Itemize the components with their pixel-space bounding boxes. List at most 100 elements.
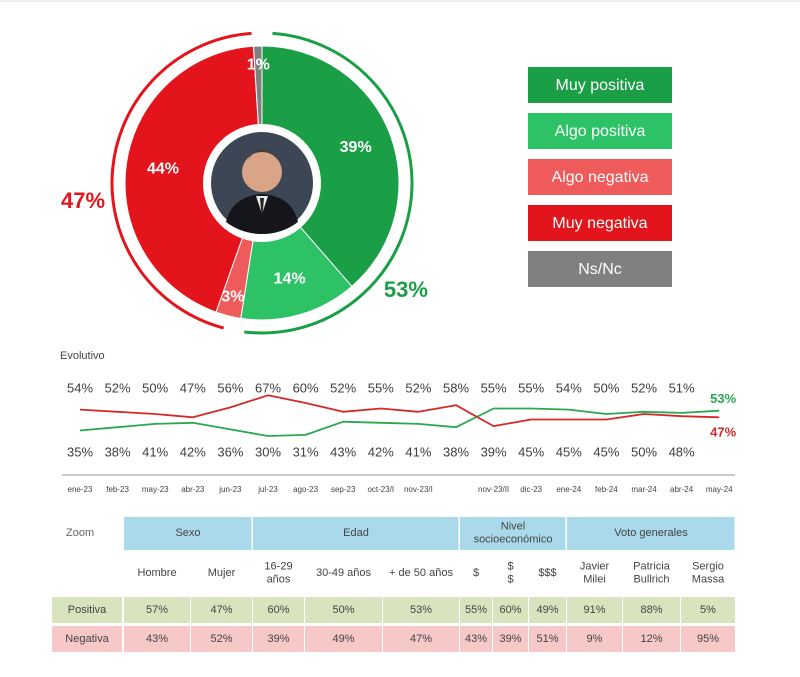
cell-value: 39% (499, 633, 521, 645)
data-label: 53% (710, 391, 736, 406)
group-header: socioeconómico (474, 533, 553, 545)
column-header: años (267, 573, 291, 585)
legend-swatch (528, 67, 672, 103)
legend-label: Algo positiva (555, 123, 646, 140)
x-tick-label: oct-23/I (367, 485, 394, 494)
cell-value: 43% (146, 633, 168, 645)
data-label: 30% (255, 444, 281, 459)
x-tick-label: may-23 (142, 485, 169, 494)
cell-value: 50% (332, 604, 354, 616)
total-arc (244, 31, 414, 335)
table-cell (681, 597, 735, 623)
x-tick-label: ago-23 (293, 485, 318, 494)
column-header: $ (507, 560, 513, 572)
segment-label: 14% (274, 270, 306, 287)
cell-value: 43% (465, 633, 487, 645)
table-cell (460, 626, 492, 652)
table-cell (383, 597, 459, 623)
group-header: Edad (343, 527, 369, 539)
table-cell (191, 597, 252, 623)
column-header: Massa (692, 573, 725, 585)
column-header: Patricia (633, 560, 671, 572)
cell-value: 47% (210, 604, 232, 616)
cell-value: 5% (700, 604, 716, 616)
x-tick-label: may-24 (706, 485, 733, 494)
data-label: 38% (443, 444, 469, 459)
cell-value: 53% (410, 604, 432, 616)
segment-label: 44% (147, 160, 179, 177)
legend-label: Muy positiva (556, 77, 645, 94)
data-label: 45% (518, 444, 544, 459)
data-label: 52% (105, 380, 131, 395)
x-tick-label: nov-23/I (404, 485, 433, 494)
data-label: 39% (481, 444, 507, 459)
group-header-cell (460, 517, 566, 550)
data-label: 35% (67, 444, 93, 459)
line-title: Evolutivo (60, 350, 105, 362)
column-header: Bullrich (633, 573, 669, 585)
table-cell (305, 626, 382, 652)
data-label: 50% (593, 380, 619, 395)
x-tick-label: jun-23 (218, 485, 242, 494)
table-cell (124, 626, 190, 652)
column-header: Javier (580, 560, 610, 572)
column-header: Mujer (208, 567, 236, 579)
column-header: 30-49 años (316, 567, 372, 579)
x-tick-label: mar-24 (631, 485, 657, 494)
group-header-cell (124, 517, 252, 550)
cell-value: 49% (536, 604, 558, 616)
segment-label: 1% (247, 56, 270, 73)
cell-value: 55% (465, 604, 487, 616)
data-label: 48% (669, 444, 695, 459)
table-corner: Zoom (66, 527, 94, 539)
group-header: Sexo (175, 527, 200, 539)
row-label: Negativa (65, 633, 109, 645)
row-label: Positiva (68, 604, 107, 616)
series-line (79, 394, 720, 428)
table-cell (567, 626, 622, 652)
cell-value: 47% (410, 633, 432, 645)
data-label: 55% (368, 380, 394, 395)
data-label: 41% (142, 444, 168, 459)
cell-value: 52% (210, 633, 232, 645)
column-header: + de 50 años (389, 567, 453, 579)
x-tick-label: abr-24 (670, 485, 694, 494)
cell-value: 9% (587, 633, 603, 645)
photo-ring (203, 124, 321, 242)
data-label: 41% (405, 444, 431, 459)
data-label: 52% (631, 380, 657, 395)
column-header: Sergio (692, 560, 724, 572)
table-cell (623, 597, 680, 623)
row-label-cell (52, 597, 122, 623)
cell-value: 51% (536, 633, 558, 645)
row-label-cell (52, 626, 122, 652)
table-cell (253, 626, 304, 652)
table-cell (305, 597, 382, 623)
table-cell (529, 626, 566, 652)
column-header: Hombre (137, 567, 176, 579)
cell-value: 88% (640, 604, 662, 616)
legend-label: Muy negativa (552, 215, 647, 232)
x-tick-label: ene-24 (556, 485, 581, 494)
data-label: 54% (67, 380, 93, 395)
group-header: Nivel (501, 520, 525, 532)
data-label: 56% (217, 380, 243, 395)
data-label: 55% (518, 380, 544, 395)
data-label: 36% (217, 444, 243, 459)
table-cell (493, 626, 528, 652)
table-cell (623, 626, 680, 652)
table-cell (383, 626, 459, 652)
cell-value: 49% (332, 633, 354, 645)
segment-label: 39% (340, 139, 372, 156)
cell-value: 91% (583, 604, 605, 616)
data-label: 50% (631, 444, 657, 459)
legend-label: Ns/Nc (578, 261, 622, 278)
column-header: $ (473, 567, 479, 579)
legend-swatch (528, 113, 672, 149)
column-header: Milei (583, 573, 606, 585)
total-arc (110, 31, 252, 330)
table-cell (253, 597, 304, 623)
column-header: 16-29 (264, 560, 292, 572)
data-label: 45% (556, 444, 582, 459)
